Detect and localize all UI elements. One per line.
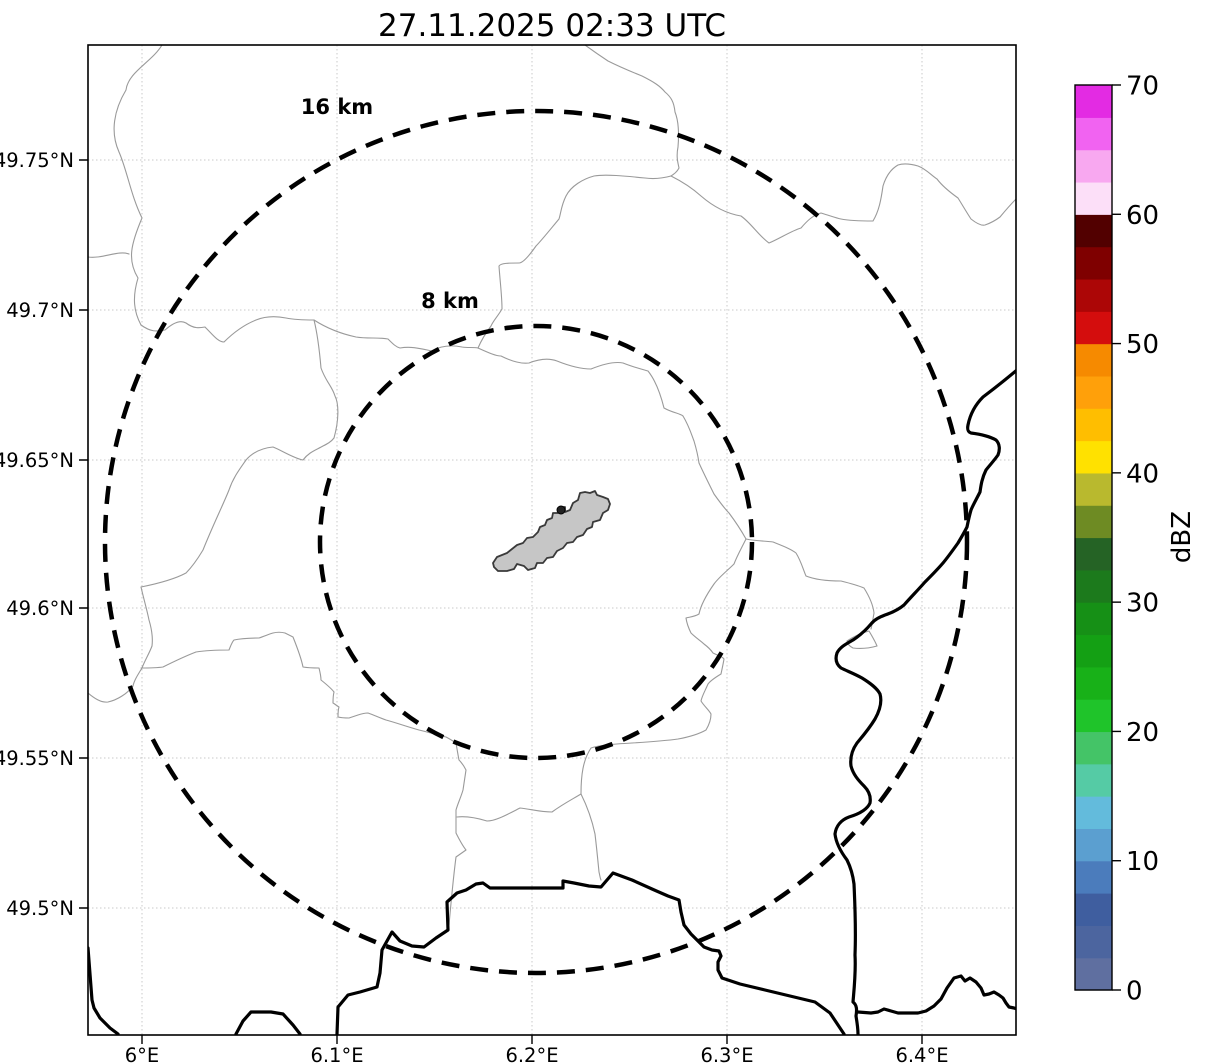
- axis-tick-marks: [79, 159, 923, 1044]
- colorbar-segment: [1075, 440, 1112, 474]
- x-tick-label: 6.2°E: [505, 1044, 558, 1064]
- plot-frame: [87, 44, 1017, 1036]
- colorbar-segment: [1075, 117, 1112, 151]
- colorbar: 0 10 20 30 40 50 60 70 dBZ: [1074, 72, 1197, 1007]
- colorbar-segment: [1075, 602, 1112, 636]
- gridlines: [88, 45, 1016, 1035]
- border-bump-line: [234, 1010, 302, 1035]
- radar-site-marker: [556, 505, 566, 515]
- colorbar-segment: [1075, 246, 1112, 280]
- y-axis-tick-labels: 49.75°N 49.7°N 49.65°N 49.6°N 49.55°N 49…: [0, 149, 74, 920]
- range-ring-8km-label: 8 km: [421, 289, 479, 313]
- y-tick-label: 49.55°N: [0, 747, 74, 770]
- colorbar-tick-label: 60: [1126, 201, 1159, 231]
- colorbar-segment: [1075, 85, 1112, 118]
- colorbar-segment: [1075, 181, 1112, 215]
- southwest-border-line: [88, 946, 120, 1035]
- x-axis-tick-labels: 6°E 6.1°E 6.2°E 6.3°E 6.4°E: [125, 1044, 949, 1064]
- colorbar-segments: [1075, 85, 1112, 991]
- colorbar-outline: [1074, 84, 1113, 991]
- y-tick-label: 49.7°N: [6, 299, 74, 322]
- colorbar-segment: [1075, 893, 1112, 926]
- colorbar-segment: [1075, 149, 1112, 183]
- colorbar-tick-label: 70: [1126, 72, 1159, 102]
- colorbar-segment: [1075, 828, 1112, 862]
- colorbar-segment: [1075, 343, 1112, 377]
- x-tick-label: 6.4°E: [895, 1044, 948, 1064]
- figure-title: 27.11.2025 02:33 UTC: [378, 8, 726, 44]
- colorbar-tick-label: 10: [1126, 847, 1159, 877]
- colorbar-axis-label: dBZ: [1167, 511, 1197, 563]
- range-ring-16km: [102, 108, 970, 976]
- colorbar-segment: [1075, 731, 1112, 765]
- range-rings: [102, 108, 970, 976]
- airport-area: [492, 490, 611, 572]
- colorbar-tick-label: 30: [1126, 589, 1159, 619]
- colorbar-tick-marks: [1112, 84, 1121, 991]
- border-river-lines: [88, 368, 1016, 1035]
- colorbar-segment: [1075, 472, 1112, 506]
- colorbar-segment: [1075, 925, 1112, 959]
- colorbar-segment: [1075, 569, 1112, 603]
- x-tick-label: 6.3°E: [700, 1044, 753, 1064]
- colorbar-segment: [1075, 278, 1112, 312]
- colorbar-segment: [1075, 311, 1112, 345]
- colorbar-tick-label: 50: [1126, 330, 1159, 360]
- x-tick-label: 6°E: [125, 1044, 159, 1064]
- y-tick-label: 49.65°N: [0, 449, 74, 472]
- admin-boundary-lines: [88, 45, 1016, 926]
- colorbar-segment: [1075, 699, 1112, 733]
- colorbar-tick-label: 0: [1126, 977, 1143, 1007]
- colorbar-segment: [1075, 796, 1112, 829]
- colorbar-tick-label: 40: [1126, 459, 1159, 489]
- range-ring-8km: [317, 323, 755, 761]
- y-tick-label: 49.75°N: [0, 149, 74, 172]
- range-ring-16km-label: 16 km: [301, 95, 373, 119]
- x-tick-label: 6.1°E: [310, 1044, 363, 1064]
- colorbar-segment: [1075, 408, 1112, 442]
- airport-polygon: [492, 490, 611, 572]
- river-moselle-line: [833, 368, 1016, 1035]
- y-tick-label: 49.6°N: [6, 597, 74, 620]
- colorbar-segment: [1075, 763, 1112, 797]
- colorbar-segment: [1075, 666, 1112, 700]
- colorbar-segment: [1075, 537, 1112, 571]
- y-tick-label: 49.5°N: [6, 897, 74, 920]
- colorbar-segment: [1075, 860, 1112, 894]
- colorbar-segment: [1075, 505, 1112, 539]
- colorbar-tick-label: 20: [1126, 718, 1159, 748]
- colorbar-tick-labels: 0 10 20 30 40 50 60 70: [1126, 72, 1159, 1007]
- colorbar-segment: [1075, 634, 1112, 668]
- colorbar-segment: [1075, 214, 1112, 248]
- colorbar-segment: [1075, 957, 1112, 991]
- southern-border-line: [335, 871, 846, 1035]
- southeast-border-line: [856, 974, 1016, 1015]
- colorbar-segment: [1075, 375, 1112, 409]
